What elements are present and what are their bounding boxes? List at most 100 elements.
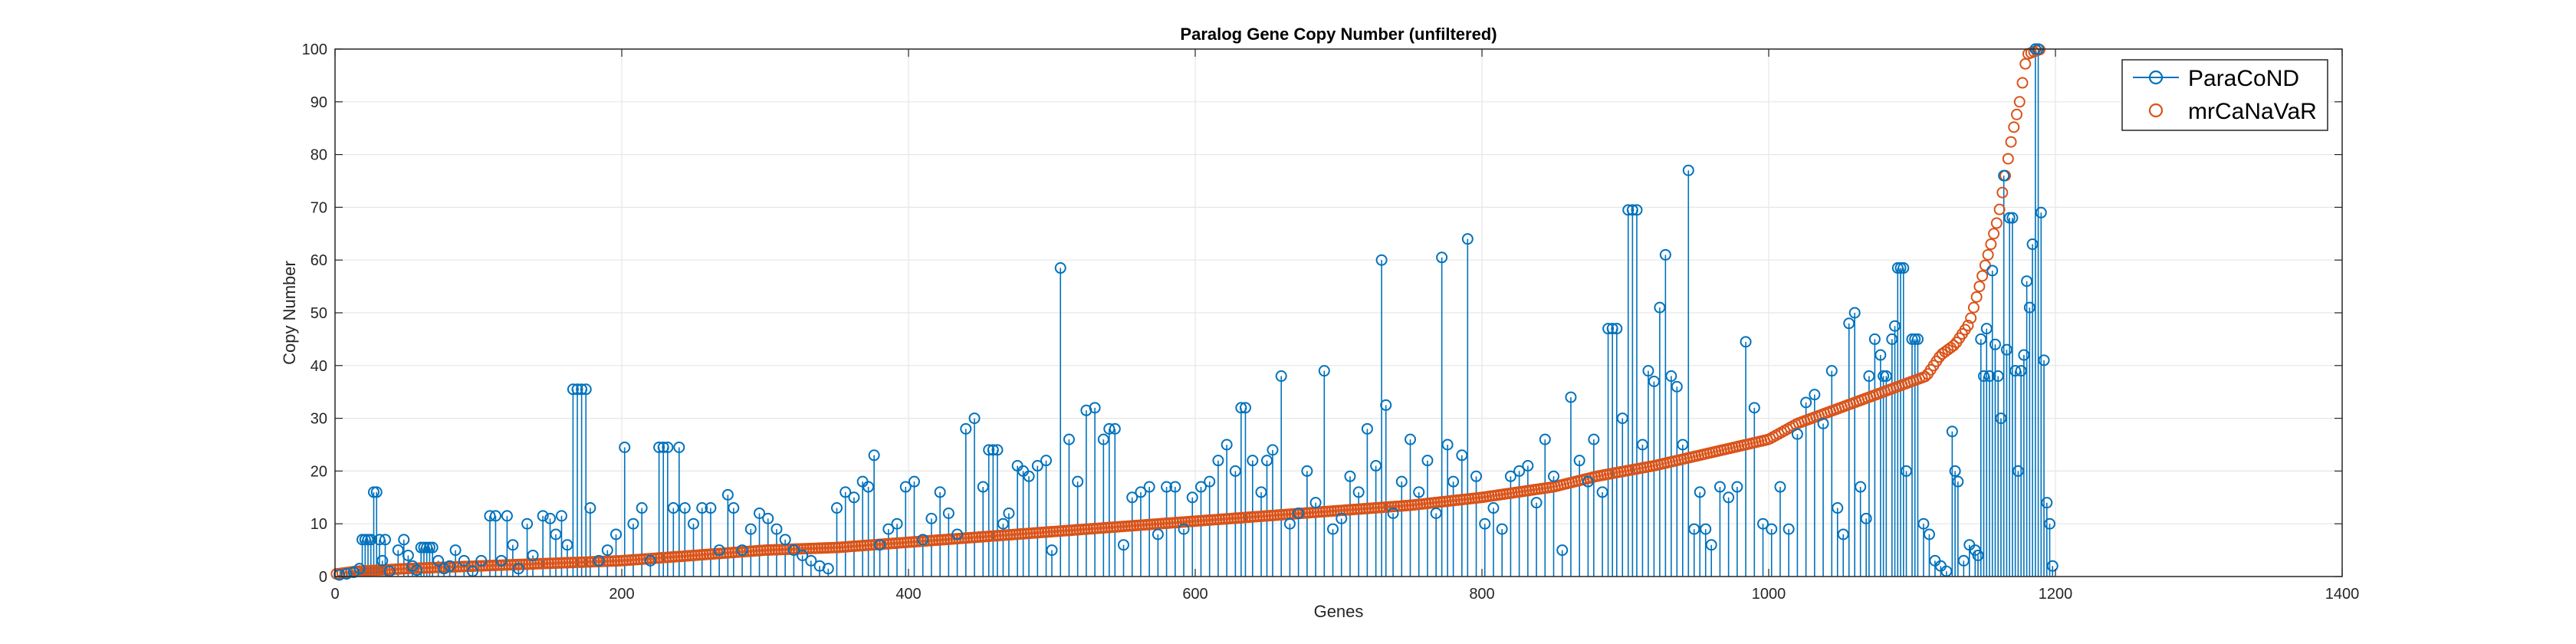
- paracond-point: [1470, 470, 1483, 482]
- mrcanavar-point: [2016, 77, 2029, 89]
- paracond-point: [899, 481, 912, 493]
- y-tick-label: 0: [319, 569, 327, 586]
- paracond-point: [1972, 549, 1984, 561]
- paracond-point: [1636, 439, 1648, 451]
- paracond-point: [1235, 402, 1247, 414]
- paracond-point: [561, 539, 573, 551]
- paracond-point: [1461, 233, 1474, 245]
- paracond-point: [353, 563, 366, 575]
- mrcanavar-point: [1993, 203, 2006, 215]
- paracond-point: [1212, 455, 1224, 467]
- paracond-point: [365, 534, 377, 546]
- paracond-point: [882, 523, 895, 535]
- paracond-point: [580, 383, 592, 396]
- paracond-point: [1456, 449, 1468, 462]
- axis-ticks: 0 200 400 600 800 1000 1200 1400 0 10 20 30 40 50 60 70…: [302, 41, 2360, 603]
- paracond-point: [1479, 518, 1491, 530]
- paracond-point: [805, 554, 817, 567]
- paracond-point: [1118, 539, 1129, 551]
- paracond-point: [567, 383, 579, 396]
- paracond-point: [1430, 507, 1442, 519]
- paracond-point: [537, 510, 549, 522]
- paracond-point: [1405, 433, 1416, 445]
- paracond-point: [1582, 475, 1594, 488]
- paracond-point: [822, 563, 834, 575]
- paracond-point: [1855, 481, 1867, 493]
- paracond-point: [1659, 248, 1671, 261]
- paracond-point: [340, 568, 353, 580]
- paracond-point: [1860, 512, 1872, 524]
- paracond-point: [1161, 481, 1173, 493]
- paracond-point: [1229, 465, 1241, 477]
- mrcanavar-point: [1967, 301, 1980, 314]
- paracond-point: [379, 534, 391, 546]
- paracond-point: [1247, 455, 1259, 467]
- paracond-point: [1221, 439, 1233, 451]
- paracond-point: [1539, 433, 1551, 445]
- paracond-point: [1596, 486, 1608, 498]
- paracond-point: [2006, 212, 2019, 224]
- paracond-point: [432, 554, 445, 567]
- x-tick-label: 400: [895, 586, 921, 603]
- paracond-point: [1766, 523, 1778, 535]
- paracond-point: [2038, 354, 2050, 366]
- paracond-point: [1327, 523, 1339, 535]
- paracond-point: [762, 512, 774, 524]
- paracond-point: [1513, 465, 1526, 477]
- paracond-point: [1978, 370, 1990, 383]
- paracond-point: [2018, 349, 2030, 361]
- paracond-point: [347, 566, 360, 578]
- paracond-point: [1992, 370, 2004, 383]
- mrcanavar-point: [1947, 340, 1960, 352]
- paracond-point: [728, 502, 740, 514]
- paracond-point: [1989, 338, 2001, 350]
- paracond-point: [797, 549, 809, 561]
- paracond-point: [1946, 426, 1958, 438]
- paracond-point: [1361, 422, 1373, 435]
- paracond-point: [1275, 370, 1287, 383]
- paracond-point: [1616, 412, 1628, 425]
- paracond-point: [840, 486, 852, 498]
- paracond-point: [1995, 412, 2007, 425]
- paracond-point: [653, 441, 665, 453]
- mrcanavar-point: [1970, 291, 1983, 303]
- y-tick-label: 30: [310, 411, 327, 428]
- paracond-point: [1441, 439, 1454, 451]
- paracond-point: [1665, 370, 1677, 383]
- paracond-point: [868, 449, 880, 462]
- paracond-point: [1889, 320, 1901, 332]
- paracond-point: [512, 563, 524, 575]
- paracond-point: [373, 534, 386, 546]
- paracond-point: [1800, 396, 1812, 409]
- paracond-point: [1863, 370, 1875, 383]
- legend-marker-mrcanavar: [2148, 103, 2164, 118]
- paracond-point: [1774, 481, 1786, 493]
- y-tick-label: 20: [310, 463, 327, 480]
- paracond-point: [1611, 323, 1623, 335]
- mrcanavar-point: [2019, 58, 2032, 70]
- paracond-point: [1109, 422, 1121, 435]
- paracond-point: [438, 563, 450, 575]
- paracond-point: [1548, 470, 1559, 482]
- paracond-point: [1097, 433, 1109, 445]
- paracond-point: [527, 549, 539, 561]
- paracond-point: [1682, 164, 1694, 176]
- chart-title: Paralog Gene Copy Number (unfiltered): [1180, 25, 1497, 44]
- paracond-point: [1046, 544, 1058, 557]
- paracond-point: [696, 502, 708, 514]
- paracond-point: [1040, 455, 1053, 467]
- paracond-point: [1731, 481, 1743, 493]
- paracond-point: [1986, 264, 1999, 277]
- mrcanavar-point: [2005, 136, 2017, 148]
- paracond-point: [1631, 204, 1643, 216]
- paracond-point: [1606, 323, 1618, 335]
- paracond-point: [1344, 470, 1356, 482]
- paracond-point: [934, 486, 946, 498]
- paracond-point: [1898, 262, 1910, 274]
- paracond-point: [1194, 481, 1207, 493]
- paracond-point: [1642, 365, 1654, 377]
- paracond-point: [1911, 333, 1924, 345]
- paracond-point: [392, 544, 404, 557]
- paracond-point: [787, 544, 800, 557]
- paracond-point: [951, 528, 964, 540]
